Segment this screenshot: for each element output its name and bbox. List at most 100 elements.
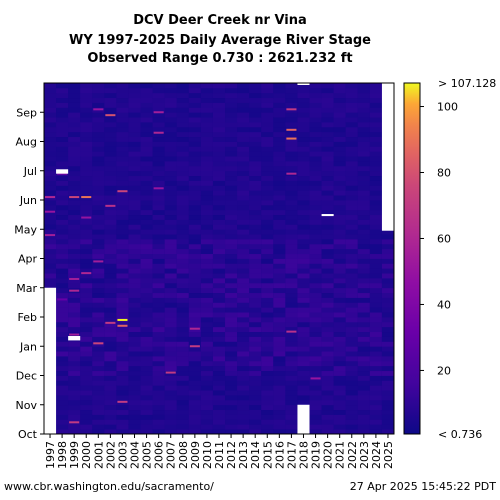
- heatmap-cell: [44, 87, 57, 94]
- heatmap-cell: [249, 102, 262, 108]
- heatmap-cell: [345, 180, 358, 186]
- heatmap-cell: [56, 258, 69, 264]
- heatmap-cell: [225, 297, 238, 303]
- heatmap-cell: [104, 175, 117, 181]
- heatmap-cell: [140, 297, 153, 303]
- heatmap-cell: [164, 126, 177, 133]
- heatmap-cell: [152, 351, 165, 357]
- heatmap-cell: [104, 122, 117, 128]
- heatmap-cell: [225, 278, 238, 284]
- heatmap-cell: [92, 282, 105, 289]
- heatmap-cell: [237, 307, 250, 313]
- heatmap-cell: [225, 385, 238, 391]
- heatmap-cell: [176, 87, 189, 94]
- heatmap-cell: [285, 200, 298, 206]
- heatmap-cell: [152, 395, 165, 401]
- heatmap-cell: [357, 180, 370, 186]
- heatmap-cell: [176, 287, 189, 294]
- heatmap-cell: [56, 321, 69, 328]
- heatmap-cell: [285, 282, 298, 289]
- heatmap-cell: [56, 307, 69, 313]
- heatmap-cell: [128, 117, 141, 123]
- heatmap-cell: [297, 200, 310, 206]
- heatmap-cell: [345, 117, 358, 123]
- heatmap-cell: [176, 429, 189, 435]
- heatmap-cell: [261, 243, 274, 250]
- heatmap-cell: [285, 404, 298, 411]
- heatmap-cell: [261, 282, 274, 289]
- heatmap-cell: [56, 224, 69, 230]
- heatmap-cell: [237, 429, 250, 435]
- heatmap-cell: [333, 117, 346, 123]
- heatmap-cell: [225, 390, 238, 396]
- heatmap-cell: [104, 414, 117, 420]
- heatmap-cell: [309, 175, 322, 181]
- heatmap-cell: [357, 429, 370, 435]
- heatmap-cell: [176, 122, 189, 128]
- heatmap-cell: [237, 263, 250, 269]
- heatmap-cell: [309, 273, 322, 279]
- heatmap-cell: [333, 141, 346, 147]
- heatmap-cell: [297, 87, 310, 94]
- heatmap-cell: [321, 83, 334, 89]
- x-tick-label: 1997: [44, 441, 57, 469]
- heatmap-cell: [309, 341, 322, 347]
- missing-data-span: [68, 336, 81, 341]
- y-tick-label: Aug: [16, 136, 37, 149]
- heatmap-cell: [104, 375, 117, 381]
- heatmap-cell: [116, 200, 129, 206]
- heatmap-cell: [309, 312, 322, 318]
- heatmap-cell: [140, 336, 153, 342]
- heatmap-cell: [152, 336, 165, 342]
- heatmap-cell: [152, 170, 165, 177]
- heatmap-cell: [369, 331, 382, 337]
- heatmap-cell: [237, 302, 250, 308]
- heatmap-cell: [333, 297, 346, 303]
- footer-source-link[interactable]: www.cbr.washington.edu/sacramento/: [4, 480, 214, 493]
- heatmap-cell: [309, 161, 322, 167]
- heatmap-cell: [369, 234, 382, 240]
- heatmap-cell: [297, 83, 310, 89]
- heatmap-cell: [140, 409, 153, 415]
- heatmap-cell: [225, 185, 238, 191]
- heatmap-cell: [68, 131, 81, 138]
- heatmap-cell: [44, 224, 57, 230]
- heatmap-cell: [321, 170, 334, 177]
- heatmap-cell: [128, 360, 141, 367]
- heatmap-cell: [92, 346, 105, 352]
- heatmap-cell: [369, 219, 382, 225]
- heatmap-cell: [128, 317, 141, 323]
- heatmap-cell: [116, 356, 129, 362]
- heatmap-cell: [321, 390, 334, 396]
- heatmap-cell: [261, 287, 274, 294]
- heatmap-cell: [68, 268, 81, 274]
- heatmap-cell: [357, 107, 370, 113]
- heatmap-cell: [225, 360, 238, 367]
- heatmap-cell: [152, 175, 165, 181]
- heatmap-cell: [140, 146, 153, 152]
- heatmap-cell: [212, 419, 226, 425]
- heatmap-cell: [152, 287, 165, 294]
- heatmap-cell: [116, 258, 129, 264]
- heatmap-cell: [164, 404, 177, 411]
- heatmap-cell: [164, 429, 177, 435]
- heatmap-cell: [200, 185, 213, 191]
- heatmap-cell: [237, 278, 250, 284]
- heatmap-cell: [68, 224, 81, 230]
- heatmap-cell: [285, 219, 298, 225]
- heatmap-cell: [369, 370, 382, 376]
- heatmap-cell: [152, 243, 165, 250]
- heatmap-cell: [188, 126, 201, 133]
- heatmap-cell: [225, 102, 238, 108]
- heatmap-cell: [369, 287, 382, 294]
- heatmap-cell: [44, 122, 57, 128]
- heatmap-cell: [309, 112, 322, 118]
- heatmap-cell: [56, 302, 69, 308]
- heatmap-cell: [56, 390, 69, 396]
- heatmap-cell: [261, 97, 274, 103]
- heatmap-cell: [56, 282, 69, 289]
- heatmap-cell: [212, 170, 226, 177]
- heatmap-cell: [80, 380, 93, 386]
- heatmap-cell: [212, 273, 226, 279]
- heatmap-cell: [188, 229, 201, 235]
